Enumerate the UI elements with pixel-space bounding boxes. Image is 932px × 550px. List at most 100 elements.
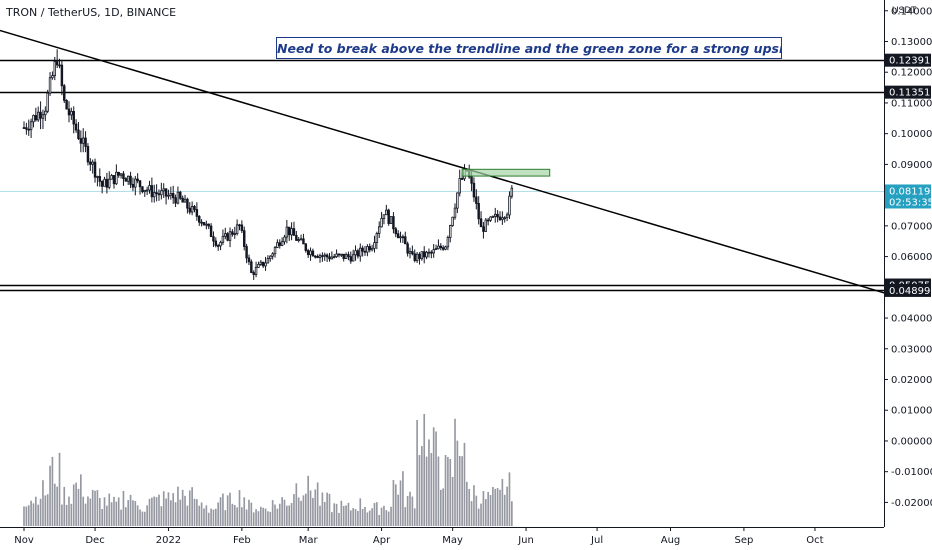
trendline[interactable]	[0, 29, 887, 295]
price-tick-label: 0.13000	[891, 37, 932, 48]
volume-bar	[129, 494, 132, 526]
candle-body	[375, 233, 379, 243]
volume-bar	[96, 490, 99, 526]
candle-body	[411, 251, 414, 255]
volume-bar	[503, 494, 506, 526]
candle-body	[112, 175, 116, 185]
volume-bar	[442, 488, 444, 526]
volume-bar	[214, 508, 217, 526]
volume-bar	[397, 494, 399, 526]
candle-body	[252, 272, 255, 275]
volume-bar	[120, 509, 122, 526]
volume-bar	[489, 495, 492, 526]
volume-bar	[42, 480, 44, 526]
time-tick-label: Apr	[373, 535, 391, 546]
volume-bar	[233, 505, 236, 526]
horizontal-levels	[0, 59, 884, 292]
time-axis[interactable]: Nov Dec 2022 Feb Mar Apr May Jun Jul Aug Sep Oct	[0, 527, 884, 546]
volume-bar	[458, 455, 461, 526]
volume-bar	[496, 487, 499, 526]
candle-body	[373, 242, 376, 249]
volume-bar	[82, 496, 85, 526]
candle-body	[323, 254, 326, 257]
volume-bar	[49, 465, 51, 526]
candle-body	[385, 209, 388, 216]
volume-bar	[255, 509, 257, 526]
candle-body	[27, 128, 30, 131]
volume-bar	[77, 488, 80, 526]
candle-body	[70, 111, 73, 116]
drawings[interactable]	[0, 29, 887, 295]
candle-body	[233, 233, 236, 235]
candle-body	[150, 185, 154, 198]
candle-body	[195, 209, 199, 217]
candle-body	[214, 240, 218, 246]
time-tick-label: Jun	[517, 535, 534, 546]
volume-bar	[94, 490, 96, 526]
price-tick-label: 0.12000	[891, 68, 932, 79]
volume-bar	[281, 497, 283, 526]
candle-body	[366, 246, 369, 253]
volume-bar	[416, 420, 418, 526]
volume-bar	[392, 480, 395, 526]
volume-bar	[506, 486, 508, 526]
candle-body	[401, 236, 405, 239]
candle-body	[41, 114, 45, 119]
level-badge	[885, 53, 931, 67]
candle-body	[332, 256, 336, 259]
candle-body	[472, 182, 476, 198]
volume-bar	[103, 497, 106, 526]
candle-body	[105, 178, 109, 188]
volume-bar	[134, 501, 137, 526]
volume-bar	[210, 508, 212, 526]
volume-bar	[106, 505, 108, 526]
volume-bar	[480, 503, 482, 526]
candle-body	[157, 193, 161, 196]
candle-body	[207, 223, 210, 227]
annotation-note[interactable]: Need to break above the trendline and th…	[276, 37, 782, 59]
level-badge-label: 0.11351	[889, 88, 930, 99]
candle-body	[245, 246, 248, 259]
volume-bar	[283, 499, 286, 526]
candle-body	[470, 176, 473, 184]
volume-bar	[454, 418, 456, 526]
volume-bar	[286, 505, 288, 526]
candle-body	[444, 246, 447, 250]
volume-bar	[181, 489, 184, 526]
volume-bar	[309, 490, 312, 526]
current-price-badge-countdown: 02:53:35	[889, 197, 932, 208]
volume-bar	[122, 490, 125, 526]
volume-bar	[413, 508, 416, 526]
candle-body	[179, 191, 182, 199]
time-tick-label: Dec	[85, 535, 104, 546]
candle-body	[498, 216, 502, 221]
candle-body	[351, 254, 355, 262]
candle-body	[297, 239, 300, 241]
candle-body	[479, 218, 483, 228]
volume-bar	[151, 497, 153, 526]
candle-body	[368, 246, 371, 251]
volume-bar	[304, 493, 307, 526]
candle-body	[458, 178, 461, 194]
price-axis[interactable]: 0.14000 0.13000 0.12000 0.11000 0.10000 0.090…	[884, 0, 932, 527]
price-tick-label: 0.04000	[891, 314, 932, 325]
candle-body	[434, 248, 438, 251]
price-tick-label: 0.07000	[891, 221, 932, 232]
volume-bar	[139, 509, 141, 526]
volume-bar	[290, 503, 293, 526]
candle-body	[124, 178, 128, 182]
volume-bar	[87, 496, 89, 526]
candle-body	[148, 185, 151, 191]
candle-body	[501, 217, 504, 221]
volume-bar	[383, 505, 385, 526]
volume-bar	[484, 499, 487, 526]
candle-body	[491, 215, 495, 218]
green-zone[interactable]	[461, 168, 551, 177]
volume-bar	[127, 500, 130, 526]
time-tick-label: Feb	[233, 535, 251, 546]
candle-body	[129, 175, 132, 185]
candle-body	[81, 137, 85, 144]
volume-bar	[359, 498, 362, 526]
candle-body	[74, 123, 78, 131]
